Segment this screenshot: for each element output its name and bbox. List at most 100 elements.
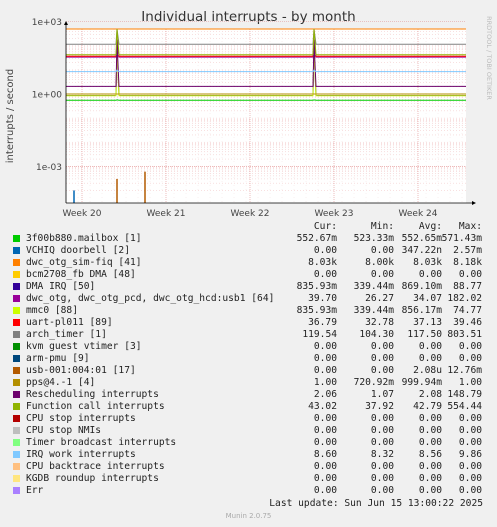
legend-swatch — [13, 247, 20, 254]
y-tick-label: 1e+03 — [32, 18, 62, 28]
legend-cur-value: 0.00 — [313, 485, 337, 496]
plot-area: 1e+03 1e+00 1e-03 Week 20 Week 21 Week 22 Week… — [5, 16, 493, 219]
legend-swatch — [13, 415, 20, 422]
legend-series-name: 3f00b880.mailbox [1] — [26, 233, 142, 244]
legend-row: Timer broadcast interrupts 0.00 0.00 0.00 0.… — [0, 437, 497, 449]
legend-row: dwc_otg, dwc_otg_pcd, dwc_otg_hcd:usb1 [… — [0, 293, 497, 305]
legend-min-value: 523.33m — [353, 233, 394, 244]
chart-title: Individual interrupts - by month — [141, 9, 356, 25]
legend-row: 3f00b880.mailbox [1] 552.67m 523.33m 552.65… — [0, 233, 497, 245]
legend-series-name: arch_timer [1] — [26, 329, 107, 340]
legend-cur-value: 1.00 — [313, 377, 337, 388]
col-avg-header: Avg: — [418, 221, 442, 232]
legend-series-name: uart-pl011 [89] — [26, 317, 113, 328]
legend-series-name: pps@4.-1 [4] — [26, 377, 96, 388]
legend-row: Rescheduling interrupts 2.06 1.07 2.08 148.7… — [0, 389, 497, 401]
legend-row: uart-pl011 [89] 36.79 32.78 37.13 39.46 — [0, 317, 497, 329]
legend-row: Function call interrupts 43.02 37.92 42.79 5… — [0, 401, 497, 413]
legend-row: arch_timer [1] 119.54 104.30 117.50 803.51 — [0, 329, 497, 341]
legend-swatch — [13, 319, 20, 326]
legend-max-value: 2.57m — [453, 245, 482, 256]
legend-min-value: 339.44m — [353, 305, 394, 316]
legend-row: CPU stop NMIs 0.00 0.00 0.00 0.00 — [0, 425, 497, 437]
legend-cur-value: 0.00 — [313, 365, 337, 376]
legend-min-value: 0.00 — [370, 341, 394, 352]
legend-series-name: DMA IRQ [50] — [26, 281, 96, 292]
legend-avg-value: 117.50 — [407, 329, 442, 340]
legend-cur-value: 0.00 — [313, 413, 337, 424]
legend-max-value: 0.00 — [458, 353, 482, 364]
legend-series-name: Rescheduling interrupts — [26, 389, 159, 400]
legend-cur-value: 119.54 — [302, 329, 337, 340]
legend-series-name: CPU backtrace interrupts — [26, 461, 165, 472]
legend-row: VCHIQ doorbell [2] 0.00 0.00 347.22n 2.57m — [0, 245, 497, 257]
legend-swatch — [13, 295, 20, 302]
legend-row: mmc0 [88] 835.93m 339.44m 856.17m 74.77 — [0, 305, 497, 317]
legend-row: bcm2708_fb DMA [48] 0.00 0.00 0.00 0.00 — [0, 269, 497, 281]
legend-avg-value: 34.07 — [413, 293, 442, 304]
x-tick-label: Week 24 — [399, 209, 438, 219]
legend-avg-value: 2.08u — [413, 365, 442, 376]
legend-avg-value: 0.00 — [418, 341, 442, 352]
y-tick-label: 1e-03 — [36, 163, 62, 173]
legend-series-name: dwc_otg, dwc_otg_pcd, dwc_otg_hcd:usb1 [… — [26, 293, 275, 304]
legend-max-value: 74.77 — [453, 305, 482, 316]
legend-min-value: 0.00 — [370, 269, 394, 280]
legend-avg-value: 42.79 — [413, 401, 442, 412]
legend-min-value: 26.27 — [365, 293, 394, 304]
legend-max-value: 182.02 — [447, 293, 482, 304]
legend-avg-value: 0.00 — [418, 269, 442, 280]
legend-avg-value: 0.00 — [418, 485, 442, 496]
legend-swatch — [13, 331, 20, 338]
legend-swatch — [13, 463, 20, 470]
munin-version: Munin 2.0.75 — [225, 512, 272, 520]
legend-series-name: dwc_otg_sim-fiq [41] — [26, 257, 142, 268]
legend-swatch — [13, 379, 20, 386]
legend-min-value: 1.07 — [370, 389, 394, 400]
legend-min-value: 8.32 — [370, 449, 394, 460]
legend-avg-value: 869.10m — [401, 281, 442, 292]
legend-swatch — [13, 451, 20, 458]
legend-min-value: 0.00 — [370, 485, 394, 496]
legend-max-value: 8.18k — [453, 257, 482, 268]
x-tick-label: Week 20 — [63, 209, 102, 219]
legend-swatch — [13, 475, 20, 482]
legend-max-value: 0.00 — [458, 413, 482, 424]
legend-series-name: arm-pmu [9] — [26, 353, 90, 364]
legend-min-value: 0.00 — [370, 365, 394, 376]
legend-cur-value: 0.00 — [313, 461, 337, 472]
legend-min-value: 720.92m — [353, 377, 394, 388]
legend-swatch — [13, 391, 20, 398]
legend-series-name: CPU stop interrupts — [26, 413, 136, 424]
legend-max-value: 0.00 — [458, 473, 482, 484]
legend-cur-value: 835.93m — [296, 305, 337, 316]
legend-series-name: usb-001:004:01 [17] — [26, 365, 136, 376]
rrdtool-label: RRDTOOL / TOBI OETIKER — [485, 16, 493, 100]
legend-avg-value: 37.13 — [413, 317, 442, 328]
legend-series-name: mmc0 [88] — [26, 305, 78, 316]
col-max-header: Max: — [458, 221, 482, 232]
legend-avg-value: 0.00 — [418, 425, 442, 436]
legend-max-value: 0.00 — [458, 269, 482, 280]
series-line — [66, 28, 466, 56]
legend-min-value: 8.00k — [365, 257, 394, 268]
legend-min-value: 0.00 — [370, 245, 394, 256]
x-tick-label: Week 21 — [147, 209, 186, 219]
legend-cur-value: 43.02 — [308, 401, 337, 412]
legend-series-name: Err — [26, 485, 44, 496]
legend-avg-value: 2.08 — [418, 389, 442, 400]
legend-cur-value: 8.60 — [313, 449, 337, 460]
y-tick-label: 1e+00 — [32, 91, 63, 101]
legend-avg-value: 999.94m — [401, 377, 442, 388]
legend-row: usb-001:004:01 [17] 0.00 0.00 2.08u 12.76m — [0, 365, 497, 377]
x-axis-arrow — [472, 201, 476, 205]
legend-avg-value: 8.56 — [418, 449, 442, 460]
col-min-header: Min: — [370, 221, 394, 232]
legend-swatch — [13, 259, 20, 266]
legend-max-value: 39.46 — [453, 317, 482, 328]
y-axis-arrow — [64, 21, 68, 25]
legend-min-value: 0.00 — [370, 461, 394, 472]
legend-avg-value: 0.00 — [418, 353, 442, 364]
series-line — [66, 41, 466, 87]
legend-max-value: 0.00 — [458, 425, 482, 436]
